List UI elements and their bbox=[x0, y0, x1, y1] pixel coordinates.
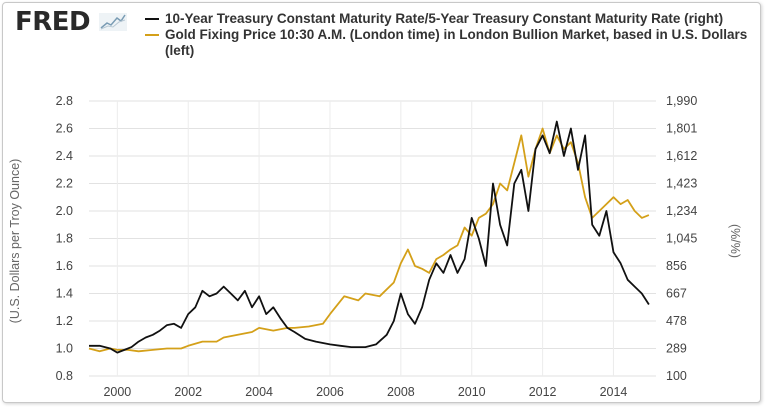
right-tick-label: 1,612 bbox=[666, 149, 697, 163]
right-tick-label: 1,234 bbox=[666, 204, 697, 218]
left-axis-label: (U.S. Dollars per Troy Ounce) bbox=[8, 159, 22, 324]
x-tick-label: 2000 bbox=[103, 385, 131, 399]
right-axis-label: (%/%) bbox=[728, 224, 742, 258]
right-tick-label: 100 bbox=[666, 369, 687, 383]
left-tick-label: 2.8 bbox=[56, 94, 73, 108]
trend-line-icon bbox=[99, 13, 127, 31]
legend-label-gold: Gold Fixing Price 10:30 A.M. (London tim… bbox=[165, 27, 748, 58]
right-tick-label: 289 bbox=[666, 342, 687, 356]
left-tick-label: 1.8 bbox=[56, 232, 73, 246]
right-axis-ticks: 100 289 478 667 856 1,045 1,234 1,423 1,612 1,801… bbox=[666, 94, 697, 383]
left-tick-label: 2.6 bbox=[56, 122, 73, 136]
series-line-treasury-ratio bbox=[89, 120, 650, 354]
series-line-gold-price bbox=[88, 127, 650, 353]
right-tick-label: 1,423 bbox=[666, 177, 697, 191]
legend-label-treasury: 10-Year Treasury Constant Maturity Rate/… bbox=[165, 11, 724, 26]
left-tick-label: 2.2 bbox=[56, 177, 73, 191]
right-tick-label: 478 bbox=[666, 314, 687, 328]
x-tick-label: 2014 bbox=[600, 385, 628, 399]
right-tick-label: 1,045 bbox=[666, 232, 697, 246]
series-lines bbox=[88, 120, 650, 354]
right-tick-label: 1,990 bbox=[666, 94, 697, 108]
right-tick-label: 856 bbox=[666, 259, 687, 273]
legend-item-treasury[interactable]: 10-Year Treasury Constant Maturity Rate/… bbox=[143, 11, 753, 27]
legend-item-gold[interactable]: Gold Fixing Price 10:30 A.M. (London tim… bbox=[143, 27, 753, 59]
x-tick-label: 2002 bbox=[174, 385, 202, 399]
right-tick-label: 1,801 bbox=[666, 122, 697, 136]
x-axis-ticks: 2000 2002 2004 2006 2008 2010 2012 2014 bbox=[103, 385, 627, 399]
right-tick-label: 667 bbox=[666, 287, 687, 301]
chart-legend: 10-Year Treasury Constant Maturity Rate/… bbox=[143, 11, 753, 59]
left-tick-label: 2.4 bbox=[56, 149, 73, 163]
x-tick-label: 2006 bbox=[316, 385, 344, 399]
left-axis-ticks: 0.8 1.0 1.2 1.4 1.6 1.8 2.0 2.2 2.4 2.6 2.8 bbox=[56, 94, 73, 383]
chart-plot: 0.8 1.0 1.2 1.4 1.6 1.8 2.0 2.2 2.4 2.6 2.8 100 289… bbox=[8, 94, 742, 399]
left-tick-label: 1.6 bbox=[56, 259, 73, 273]
legend-swatch-treasury bbox=[145, 18, 159, 20]
x-tick-label: 2012 bbox=[529, 385, 557, 399]
left-tick-label: 1.2 bbox=[56, 314, 73, 328]
x-tick-label: 2010 bbox=[458, 385, 486, 399]
left-tick-label: 1.4 bbox=[56, 287, 73, 301]
left-tick-label: 0.8 bbox=[56, 369, 73, 383]
fred-logo[interactable]: FRED bbox=[15, 7, 91, 37]
chart-frame: FRED 10-Year Treasury Constant Maturity … bbox=[2, 2, 761, 403]
x-tick-label: 2008 bbox=[387, 385, 415, 399]
left-tick-label: 1.0 bbox=[56, 342, 73, 356]
legend-swatch-gold bbox=[145, 34, 159, 36]
x-tick-label: 2004 bbox=[245, 385, 273, 399]
left-tick-label: 2.0 bbox=[56, 204, 73, 218]
